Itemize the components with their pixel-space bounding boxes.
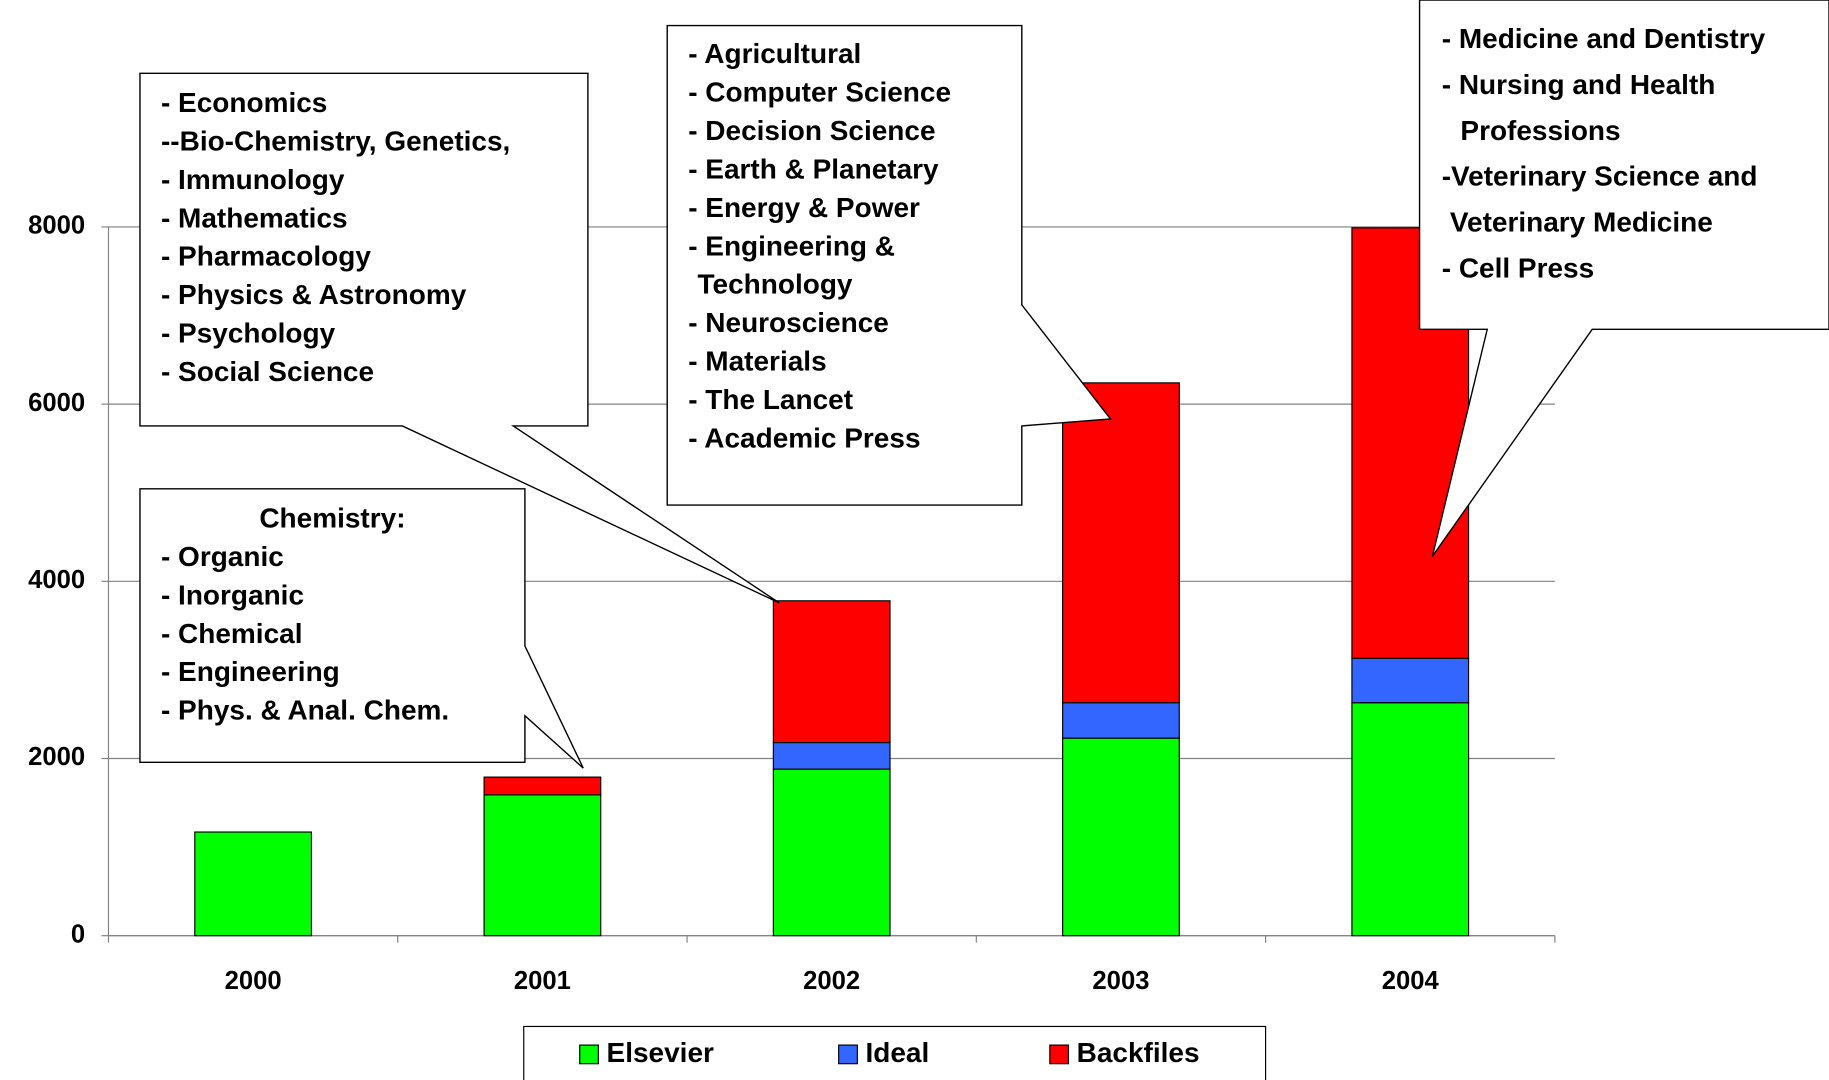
- legend-swatch: [579, 1044, 599, 1065]
- bar-segment: [1062, 737, 1180, 937]
- bar-segment: [1351, 702, 1470, 937]
- x-tick-label: 2000: [225, 967, 282, 995]
- y-tick-label: 8000: [28, 212, 85, 240]
- x-tick-label: 2002: [803, 967, 860, 995]
- callout-text: - Psychology: [161, 318, 336, 349]
- y-tick-label: 0: [71, 920, 85, 948]
- callout-text: - Agricultural: [688, 38, 861, 69]
- callout-text: - Engineering: [161, 656, 340, 687]
- callout-text: - Economics: [161, 87, 327, 118]
- callout-text: - Physics & Astronomy: [161, 279, 467, 310]
- callout: [666, 24, 1112, 506]
- callout-text: - Immunology: [161, 164, 345, 195]
- callout-text: --Bio-Chemistry, Genetics,: [161, 126, 510, 157]
- legend: [523, 1025, 1267, 1080]
- callout-text: - Organic: [161, 541, 284, 572]
- callout-text: -Veterinary Science and: [1442, 161, 1758, 192]
- callout-text: - Academic Press: [688, 422, 920, 453]
- bar-segment: [772, 600, 891, 744]
- bar-segment: [483, 776, 602, 796]
- x-tick-label: 2001: [514, 967, 571, 995]
- callout-text: - Decision Science: [688, 115, 935, 146]
- callout-text: Professions: [1460, 115, 1620, 146]
- callout-text: - Mathematics: [161, 202, 348, 233]
- callout-text: Technology: [698, 269, 853, 300]
- callout-text: - Inorganic: [161, 579, 304, 610]
- callout-text: - Engineering &: [688, 230, 895, 261]
- bar-segment: [772, 768, 891, 937]
- y-tick-label: 4000: [28, 566, 85, 594]
- callout-text: - Phys. & Anal. Chem.: [161, 695, 449, 726]
- bar-segment: [194, 831, 313, 937]
- callout-text: Chemistry:: [259, 503, 405, 534]
- bar-segment: [1062, 382, 1180, 704]
- callout-text: - Computer Science: [688, 77, 951, 108]
- callout: [139, 488, 584, 769]
- callout-text: - Cell Press: [1442, 252, 1594, 283]
- legend-label: Elsevier: [607, 1037, 714, 1068]
- callout-text: - Earth & Planetary: [688, 153, 939, 184]
- callout-text: - Nursing and Health: [1442, 69, 1716, 100]
- y-tick-label: 6000: [28, 389, 85, 417]
- legend-swatch: [1049, 1044, 1070, 1065]
- callout-text: - Chemical: [161, 618, 303, 649]
- callout-text: - Neuroscience: [688, 307, 889, 338]
- callout-text: - Social Science: [161, 356, 374, 387]
- bar-segment: [1351, 657, 1470, 704]
- callout-text: Veterinary Medicine: [1450, 207, 1713, 238]
- legend-label: Backfiles: [1077, 1037, 1200, 1068]
- callout-text: - Energy & Power: [688, 192, 920, 223]
- callout-text: - The Lancet: [688, 384, 853, 415]
- bar-segment: [1062, 702, 1180, 739]
- x-tick-label: 2004: [1382, 967, 1440, 995]
- callout-text: - Pharmacology: [161, 241, 371, 272]
- x-tick-label: 2003: [1092, 967, 1149, 995]
- legend-swatch: [838, 1044, 858, 1065]
- bar-segment: [772, 741, 891, 770]
- callout-text: - Medicine and Dentistry: [1442, 23, 1766, 54]
- callout-text: - Materials: [688, 346, 826, 377]
- callout: [139, 72, 780, 604]
- bar-segment: [483, 794, 602, 937]
- y-tick-label: 2000: [28, 743, 85, 771]
- legend-label: Ideal: [866, 1037, 930, 1068]
